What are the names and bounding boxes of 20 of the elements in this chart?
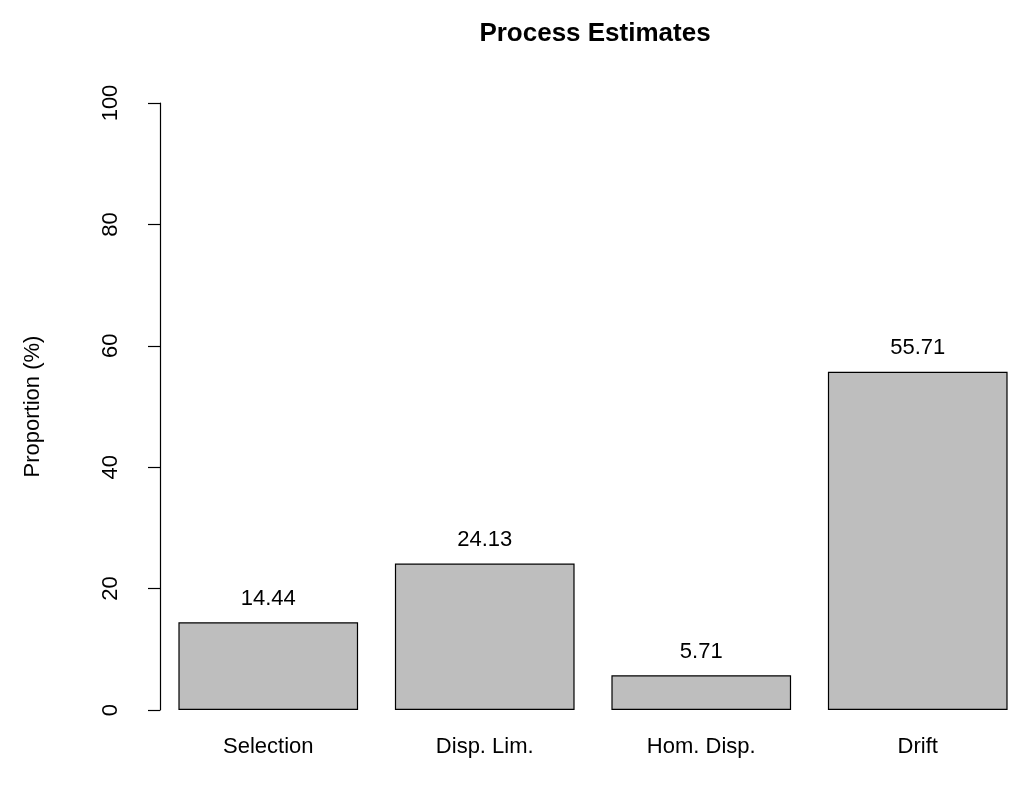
x-tick-label: Disp. Lim.	[435, 732, 534, 758]
bar	[611, 675, 792, 710]
x-tick-label: Drift	[897, 732, 938, 758]
data-label: 55.71	[890, 334, 946, 360]
y-tick-label: 40	[96, 454, 122, 480]
data-label: 24.13	[457, 526, 513, 552]
x-tick-label: Selection	[222, 732, 314, 758]
data-label: 14.44	[240, 584, 296, 610]
y-tick-label: 100	[96, 84, 122, 122]
y-axis-title: Proportion (%)	[18, 335, 44, 478]
y-tick-label: 20	[96, 576, 122, 601]
y-tick-label: 80	[96, 212, 122, 237]
y-tick-label: 60	[96, 333, 122, 359]
data-label: 5.71	[679, 637, 723, 663]
chart-title: Process Estimates	[479, 17, 711, 47]
y-tick-label: 0	[96, 703, 122, 717]
x-tick-label: Hom. Disp.	[646, 732, 756, 758]
bar	[827, 371, 1008, 710]
bar	[394, 563, 575, 710]
bar	[178, 622, 359, 710]
